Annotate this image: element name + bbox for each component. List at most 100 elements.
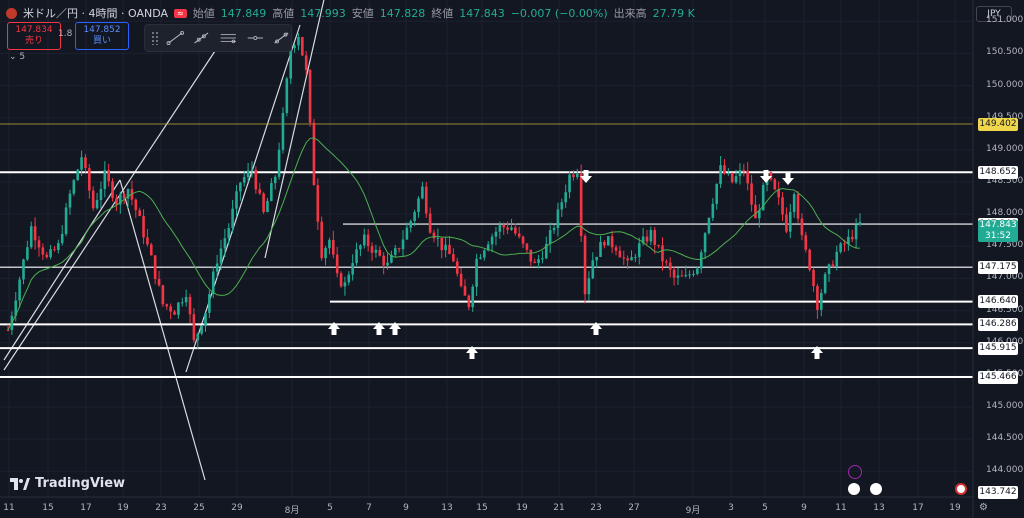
candle-body xyxy=(707,217,711,234)
candle-body xyxy=(196,333,200,341)
candle-body xyxy=(665,261,668,263)
candle-body xyxy=(115,198,118,205)
drag-handle-icon[interactable] xyxy=(151,31,158,45)
candle-body xyxy=(804,235,808,250)
up-arrow-icon xyxy=(328,322,340,335)
candle-body xyxy=(719,165,722,185)
candle-body xyxy=(711,203,715,218)
extended-line-icon[interactable] xyxy=(272,29,291,47)
candle-body xyxy=(545,243,548,259)
candle-body xyxy=(254,169,258,190)
buy-button[interactable]: 147.852 買い xyxy=(75,22,129,50)
candle-body xyxy=(649,229,653,242)
price-level-tag: 148.652 xyxy=(978,165,1018,179)
candle-body xyxy=(769,172,773,180)
candle-body xyxy=(796,194,800,219)
price-level-tag: 145.915 xyxy=(978,341,1018,355)
candle-body xyxy=(816,286,819,310)
candle-body xyxy=(630,257,633,261)
candle-body xyxy=(572,174,575,178)
candle-body xyxy=(603,242,606,246)
candle-body xyxy=(304,55,308,70)
candle-body xyxy=(335,254,339,274)
candle-body xyxy=(417,198,420,213)
candle-body xyxy=(165,304,169,307)
time-tick-label: 17 xyxy=(912,503,924,513)
indicators-toggle[interactable]: ⌄ 5 xyxy=(9,52,25,62)
candle-body xyxy=(26,247,29,260)
candle-body xyxy=(80,157,83,170)
candle-body xyxy=(506,227,509,230)
trend-line-icon[interactable] xyxy=(166,29,185,47)
candle-body xyxy=(819,292,823,310)
candle-body xyxy=(88,168,91,191)
candle-body xyxy=(541,258,544,260)
parallel-channel-icon[interactable] xyxy=(219,29,238,47)
candle-body xyxy=(424,186,428,214)
candle-body xyxy=(773,179,777,190)
time-tick-label: 27 xyxy=(628,503,640,513)
candle-body xyxy=(169,306,172,312)
us-event-flag-icon-2[interactable] xyxy=(870,483,882,495)
settings-gear-icon[interactable]: ⚙ xyxy=(979,502,988,513)
symbol-title[interactable]: 米ドル／円 · 4時間 · OANDA xyxy=(23,7,168,20)
candle-body xyxy=(68,193,72,208)
candle-body xyxy=(285,78,289,113)
logo-text: TradingView xyxy=(35,476,126,491)
horizontal-line-icon[interactable] xyxy=(246,29,265,47)
time-tick-label: 15 xyxy=(476,503,488,513)
time-tick-label: 5 xyxy=(762,503,768,513)
candle-body xyxy=(657,244,660,246)
candle-body xyxy=(727,172,730,174)
ray-icon[interactable] xyxy=(192,29,211,47)
jp-event-flag-icon[interactable] xyxy=(955,483,967,495)
sell-button[interactable]: 147.834 売り xyxy=(7,22,61,50)
candle-body xyxy=(126,189,130,199)
trend-lines xyxy=(3,0,325,481)
candle-body xyxy=(486,244,490,251)
candle-body xyxy=(49,249,52,258)
us-event-flag-icon[interactable] xyxy=(848,483,860,495)
candle-body xyxy=(843,243,846,245)
candle-body xyxy=(444,244,447,251)
event-lightning-icon[interactable] xyxy=(848,465,862,479)
candle-body xyxy=(277,149,281,177)
trend-line xyxy=(3,44,220,371)
currency-selector[interactable]: JPY xyxy=(976,6,1012,22)
price-level-tag: 149.402 xyxy=(978,117,1018,131)
candle-body xyxy=(823,274,827,293)
time-tick-label: 19 xyxy=(117,503,129,513)
candle-body xyxy=(45,254,49,258)
candle-body xyxy=(103,170,107,189)
candle-body xyxy=(72,180,76,194)
status-badge: ≈ xyxy=(174,8,187,18)
volume-label: 出来高 xyxy=(613,7,647,20)
spread-value: 1.8 xyxy=(58,29,73,39)
candle-body xyxy=(521,236,525,244)
candle-body xyxy=(575,173,579,178)
high-value: 147.993 xyxy=(300,6,346,20)
candle-body xyxy=(637,243,641,257)
candle-body xyxy=(463,286,467,296)
candle-body xyxy=(785,214,788,232)
candle-body xyxy=(839,243,842,252)
chevron-down-icon: ⌄ xyxy=(9,52,17,62)
candle-body xyxy=(676,275,680,278)
candle-body xyxy=(219,248,223,264)
candle-body xyxy=(64,207,68,235)
candle-body xyxy=(606,236,610,246)
candle-body xyxy=(703,233,707,253)
time-tick-label: 9 xyxy=(801,503,807,513)
price-tick-label: 151.000 xyxy=(986,15,1024,26)
candle-body xyxy=(455,261,459,274)
candle-body xyxy=(355,249,358,264)
candle-body xyxy=(57,243,60,251)
candle-body xyxy=(758,210,761,219)
time-tick-label: 13 xyxy=(441,503,453,513)
candle-body xyxy=(440,237,444,251)
high-label: 高値 xyxy=(272,7,295,20)
moving-average-line xyxy=(7,137,861,331)
buy-label: 買い xyxy=(92,36,111,46)
candle-body xyxy=(29,226,33,248)
